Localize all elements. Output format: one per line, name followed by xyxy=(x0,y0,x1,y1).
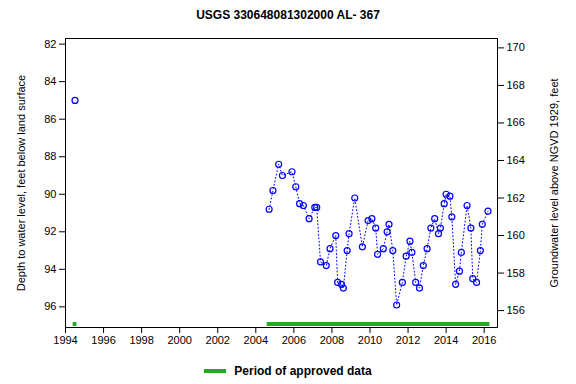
html-text:USGS 330648081302000 AL- 367: USGS 330648081302000 AL- 367 xyxy=(196,8,380,22)
svg-text:2016: 2016 xyxy=(472,334,496,346)
svg-text:94: 94 xyxy=(44,263,56,275)
svg-text:1994: 1994 xyxy=(53,334,77,346)
svg-text:156: 156 xyxy=(507,304,525,316)
svg-text:2006: 2006 xyxy=(282,334,306,346)
svg-text:164: 164 xyxy=(507,154,525,166)
svg-text:170: 170 xyxy=(507,41,525,53)
svg-text:92: 92 xyxy=(44,225,56,237)
svg-text:90: 90 xyxy=(44,188,56,200)
svg-text:166: 166 xyxy=(507,116,525,128)
svg-text:160: 160 xyxy=(507,229,525,241)
svg-text:Depth to water level, feet bel: Depth to water level, feet below land su… xyxy=(15,75,27,291)
html-text:Period of approved data: Period of approved data xyxy=(234,364,372,378)
svg-text:1996: 1996 xyxy=(91,334,115,346)
svg-text:1998: 1998 xyxy=(129,334,153,346)
svg-text:96: 96 xyxy=(44,300,56,312)
svg-text:2014: 2014 xyxy=(434,334,458,346)
svg-text:2008: 2008 xyxy=(320,334,344,346)
svg-text:2002: 2002 xyxy=(206,334,230,346)
svg-text:2010: 2010 xyxy=(358,334,382,346)
svg-text:2004: 2004 xyxy=(244,334,268,346)
svg-text:Groundwater level above NGVD 1: Groundwater level above NGVD 1929, feet xyxy=(548,78,560,287)
svg-text:88: 88 xyxy=(44,150,56,162)
svg-text:84: 84 xyxy=(44,75,56,87)
svg-text:158: 158 xyxy=(507,267,525,279)
svg-text:162: 162 xyxy=(507,192,525,204)
svg-text:82: 82 xyxy=(44,38,56,50)
svg-text:2000: 2000 xyxy=(167,334,191,346)
svg-text:2012: 2012 xyxy=(396,334,420,346)
svg-text:86: 86 xyxy=(44,113,56,125)
svg-text:168: 168 xyxy=(507,79,525,91)
